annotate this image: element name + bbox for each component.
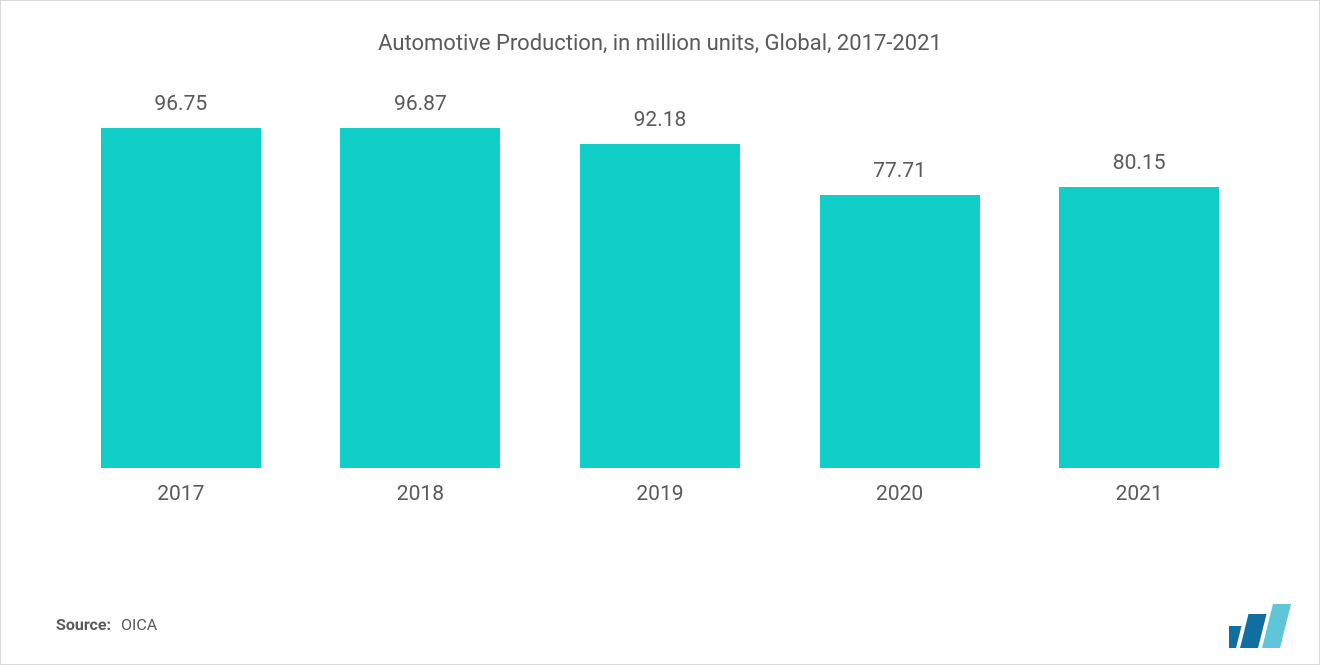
bars-area: 96.75 2017 96.87 2018 92.18 2019 77.71 2… (51, 96, 1269, 506)
bar-value: 92.18 (634, 108, 687, 132)
bar (340, 128, 500, 468)
source-line: Source: OICA (56, 615, 157, 634)
mordor-intelligence-logo-icon (1229, 604, 1297, 648)
bar-value: 96.75 (154, 92, 207, 116)
bar-category: 2020 (876, 482, 923, 506)
chart-title: Automotive Production, in million units,… (51, 31, 1269, 56)
bar-category: 2019 (636, 482, 683, 506)
bar-category: 2017 (157, 482, 204, 506)
bar-group-2021: 80.15 2021 (1044, 151, 1234, 506)
bar-value: 96.87 (394, 92, 447, 116)
bar (580, 144, 740, 468)
bar-value: 77.71 (873, 159, 926, 183)
bar-value: 80.15 (1113, 151, 1166, 175)
bar (820, 195, 980, 468)
bar-group-2019: 92.18 2019 (565, 108, 755, 506)
source-value: OICA (121, 615, 157, 634)
bar (1059, 187, 1219, 468)
bar-group-2018: 96.87 2018 (325, 92, 515, 506)
bar-category: 2018 (397, 482, 444, 506)
bar-group-2020: 77.71 2020 (805, 159, 995, 506)
source-label: Source: (56, 615, 111, 634)
bar (101, 128, 261, 468)
bar-group-2017: 96.75 2017 (86, 92, 276, 506)
bar-category: 2021 (1116, 482, 1163, 506)
chart-container: Automotive Production, in million units,… (0, 0, 1320, 665)
